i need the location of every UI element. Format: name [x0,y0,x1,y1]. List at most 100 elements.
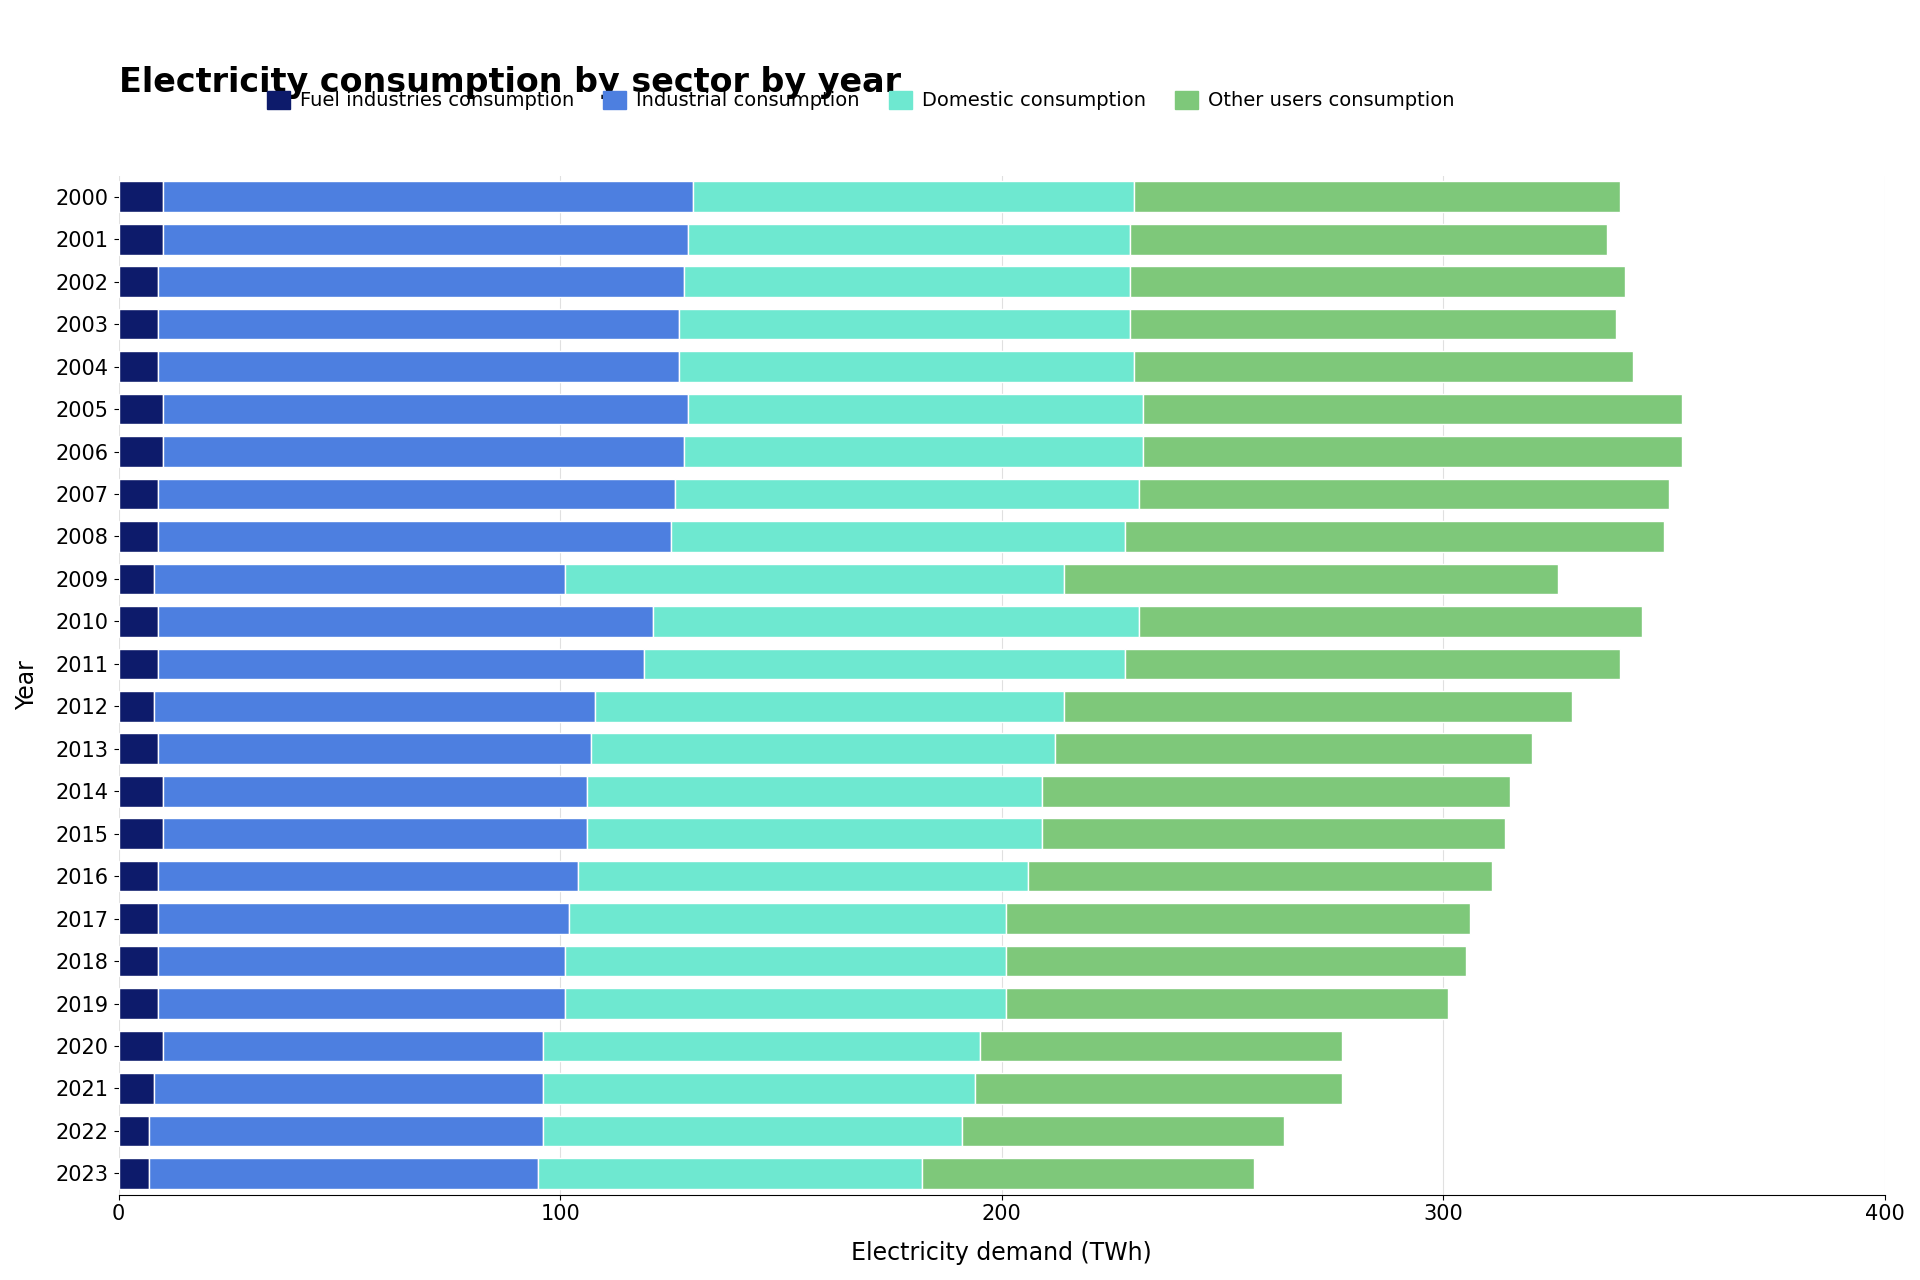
Bar [119,308,157,339]
Bar [157,521,670,552]
Bar [119,649,157,680]
Bar [163,224,687,255]
Bar [1129,224,1607,255]
Bar [157,946,564,977]
Bar [578,861,1029,891]
Bar [643,649,1125,680]
Bar [119,818,163,849]
Bar [1041,776,1509,806]
Bar [1064,563,1559,594]
Bar [588,818,1041,849]
Bar [1006,904,1471,934]
Bar [588,776,1041,806]
Bar [1142,436,1682,467]
Bar [1006,988,1448,1019]
Bar [150,1116,543,1146]
Bar [564,988,1006,1019]
Bar [1125,649,1620,680]
Bar [693,182,1135,212]
Bar [564,563,1064,594]
Bar [119,1030,163,1061]
Bar [1064,691,1572,722]
Bar [119,776,163,806]
Bar [119,563,154,594]
Bar [591,733,1054,764]
Bar [538,1158,922,1189]
Bar [670,521,1125,552]
Bar [543,1116,962,1146]
Bar [119,861,157,891]
Bar [119,351,157,381]
Bar [157,351,680,381]
Bar [154,1073,543,1103]
Bar [157,733,591,764]
Bar [154,691,595,722]
Bar [568,904,1006,934]
Bar [962,1116,1284,1146]
Bar [1142,394,1682,425]
Bar [157,479,676,509]
Bar [157,988,564,1019]
Bar [119,479,157,509]
Bar [163,776,588,806]
Bar [543,1073,975,1103]
Legend: Fuel industries consumption, Industrial consumption, Domestic consumption, Other: Fuel industries consumption, Industrial … [259,83,1463,118]
Bar [595,691,1064,722]
Bar [684,436,1142,467]
Bar [680,308,1129,339]
Bar [119,691,154,722]
Bar [684,266,1129,297]
Bar [1135,351,1634,381]
Bar [979,1030,1342,1061]
Bar [1139,607,1642,636]
Bar [157,266,684,297]
Bar [543,1030,979,1061]
Bar [163,1030,543,1061]
Text: Electricity consumption by sector by year: Electricity consumption by sector by yea… [119,67,900,100]
Bar [119,224,163,255]
Bar [119,733,157,764]
Bar [157,607,653,636]
Bar [119,988,157,1019]
Bar [154,563,564,594]
Bar [119,1116,150,1146]
Bar [163,436,684,467]
Bar [1135,182,1620,212]
Bar [1125,521,1665,552]
Bar [150,1158,538,1189]
Bar [119,182,163,212]
Bar [1006,946,1465,977]
Bar [119,904,157,934]
Bar [1139,479,1668,509]
Bar [653,607,1139,636]
Bar [680,351,1135,381]
Bar [157,649,643,680]
Bar [163,818,588,849]
Bar [676,479,1139,509]
X-axis label: Electricity demand (TWh): Electricity demand (TWh) [851,1242,1152,1265]
Bar [163,394,687,425]
Bar [687,394,1142,425]
Bar [157,308,680,339]
Bar [157,861,578,891]
Bar [119,946,157,977]
Bar [564,946,1006,977]
Bar [1029,861,1492,891]
Y-axis label: Year: Year [15,660,38,710]
Bar [1129,308,1617,339]
Bar [119,521,157,552]
Bar [119,1073,154,1103]
Bar [1041,818,1505,849]
Bar [119,1158,150,1189]
Bar [1054,733,1532,764]
Bar [975,1073,1342,1103]
Bar [157,904,568,934]
Bar [922,1158,1254,1189]
Bar [687,224,1129,255]
Bar [119,607,157,636]
Bar [1129,266,1624,297]
Bar [163,182,693,212]
Bar [119,394,163,425]
Bar [119,266,157,297]
Bar [119,436,163,467]
